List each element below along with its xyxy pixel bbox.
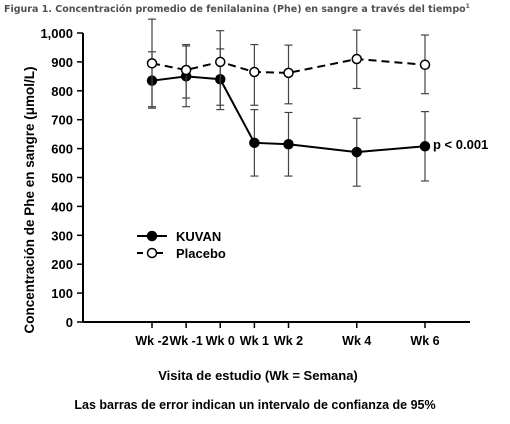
y-tick-label: 100 — [51, 286, 73, 301]
x-tick-label: Wk 4 — [342, 334, 371, 348]
figure-title-text: Figura 1. Concentración promedio de feni… — [4, 4, 466, 16]
y-tick-label: 500 — [51, 171, 73, 186]
y-tick-label: 900 — [51, 55, 73, 70]
y-tick-label: 700 — [51, 113, 73, 128]
figure-title-footnote: 1 — [465, 3, 470, 10]
data-point — [215, 56, 226, 68]
y-axis: 0 100 200 300 400 500 600 700 800 900 1,000 — [40, 26, 84, 330]
x-tick-label: Wk -1 — [169, 334, 202, 348]
data-point — [351, 53, 362, 65]
legend-kuvan-marker — [146, 230, 158, 242]
y-tick-label: 300 — [51, 228, 73, 243]
y-tick-label: 1,000 — [40, 26, 73, 41]
figure-title: Figura 1. Concentración promedio de feni… — [4, 3, 470, 15]
x-tick-label: Wk 0 — [206, 334, 235, 348]
series-layer — [146, 18, 431, 187]
x-axis: Wk -2 Wk -1 Wk 0 Wk 1 Wk 2 Wk 4 Wk 6 — [83, 321, 470, 348]
data-point — [249, 137, 260, 149]
x-tick-label: Wk -2 — [135, 334, 168, 348]
data-point — [249, 66, 260, 78]
y-tick-label: 200 — [51, 257, 73, 272]
legend-kuvan-label: KUVAN — [176, 229, 221, 244]
legend-placebo-marker — [146, 247, 158, 259]
y-tick-label: 600 — [51, 142, 73, 157]
legend: KUVAN Placebo — [137, 229, 226, 261]
data-point — [419, 59, 431, 71]
y-tick-label: 0 — [66, 315, 73, 330]
y-tick-label: 400 — [51, 199, 73, 214]
x-tick-label: Wk 2 — [274, 334, 303, 348]
x-tick-label: Wk 6 — [410, 334, 439, 348]
figure-caption: Las barras de error indican un intervalo… — [74, 398, 436, 412]
p-value-annotation: p < 0.001 — [433, 137, 488, 152]
x-axis-label: Visita de estudio (Wk = Semana) — [158, 368, 358, 383]
data-point — [283, 67, 294, 79]
data-point — [351, 146, 362, 158]
data-point — [146, 58, 158, 69]
data-point — [180, 64, 192, 76]
data-point — [419, 141, 431, 152]
y-axis-label: Concentración de Phe en sangre (μmol/L) — [22, 66, 37, 333]
data-point — [283, 139, 294, 150]
series-placebo — [146, 18, 431, 108]
legend-placebo-label: Placebo — [176, 246, 226, 261]
x-tick-label: Wk 1 — [240, 334, 269, 348]
y-tick-label: 800 — [51, 84, 73, 99]
